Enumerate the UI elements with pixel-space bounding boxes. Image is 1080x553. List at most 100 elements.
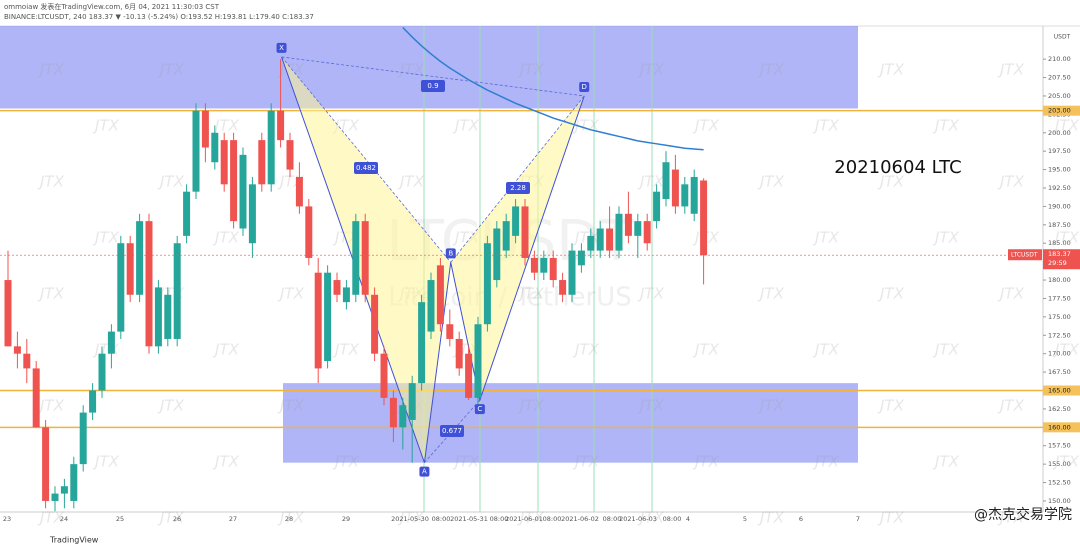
candle-body xyxy=(606,228,614,251)
watermark-brand: JTX xyxy=(812,341,840,359)
watermark-brand: JTX xyxy=(572,229,600,247)
watermark-brand: JTX xyxy=(932,453,960,471)
ratio-label: 2.28 xyxy=(510,184,526,192)
y-tick-label: 175.00 xyxy=(1048,313,1071,321)
pattern-point xyxy=(419,466,430,477)
watermark-brand: JTX xyxy=(37,173,65,191)
watermark-brand: JTX xyxy=(932,117,960,135)
candle-body xyxy=(615,213,623,251)
candle-body xyxy=(427,280,435,332)
watermark-brand: JTX xyxy=(37,397,65,415)
watermark-brand: JTX xyxy=(932,341,960,359)
candle-body xyxy=(408,383,416,420)
watermark-brand: JTX xyxy=(277,509,305,527)
x-tick-label: 08:00 xyxy=(490,515,509,523)
x-tick-label: 08:00 xyxy=(603,515,622,523)
watermark-brand: JTX xyxy=(92,229,120,247)
candle-body xyxy=(164,294,172,339)
candle-body xyxy=(51,493,59,501)
candle-body xyxy=(13,346,21,354)
symbol-tag-label: LTCUSDT xyxy=(1011,252,1038,259)
pattern-label: X xyxy=(279,44,284,52)
x-tick-label: 6 xyxy=(799,515,803,523)
watermark-brand: JTX xyxy=(637,397,665,415)
candle-body xyxy=(389,397,397,428)
watermark-brand: JTX xyxy=(452,117,480,135)
y-tick-label: 185.00 xyxy=(1048,239,1071,247)
pattern-label: A xyxy=(422,468,427,476)
y-tick-label: 200.00 xyxy=(1048,129,1071,137)
y-tick-label: 207.50 xyxy=(1048,74,1071,82)
x-tick-label: 08:00 xyxy=(543,515,562,523)
y-tick-label: 190.00 xyxy=(1048,202,1071,210)
x-tick-label: 2021-05-31 xyxy=(450,515,488,523)
watermark-brand: JTX xyxy=(37,61,65,79)
candle-body xyxy=(258,140,266,185)
candle-body xyxy=(107,331,115,354)
level-label: 160.00 xyxy=(1048,423,1071,431)
x-tick-label: 4 xyxy=(686,515,690,523)
x-tick-label: 2021-06-02 xyxy=(561,515,599,523)
watermark-brand: JTX xyxy=(997,397,1025,415)
candle-body xyxy=(653,191,661,222)
x-tick-label: 26 xyxy=(173,515,181,523)
pattern-point xyxy=(579,81,590,92)
pattern-point xyxy=(474,404,485,415)
candle-body xyxy=(32,368,40,428)
candle-body xyxy=(173,243,181,339)
x-tick-label: 08:00 xyxy=(432,515,451,523)
candle-body xyxy=(436,265,444,325)
pattern-ratio-line xyxy=(281,56,585,97)
header-line2: BINANCE:LTCUSDT, 240 183.37 ▼ -10.13 (-5… xyxy=(4,13,314,21)
watermark-brand: JTX xyxy=(877,285,905,303)
watermark-brand: JTX xyxy=(757,509,785,527)
candle-body xyxy=(455,338,463,369)
candle-body xyxy=(671,169,679,207)
candle-body xyxy=(324,272,332,362)
ratio-box xyxy=(440,425,464,437)
candle-body xyxy=(183,191,191,236)
watermark-brand: JTX xyxy=(812,229,840,247)
symbol-tag xyxy=(1008,249,1042,261)
candle-body xyxy=(145,221,153,347)
candle-body xyxy=(201,110,209,148)
candle-body xyxy=(512,206,520,236)
candle-body xyxy=(342,287,350,303)
candle-body xyxy=(700,180,708,256)
watermark-brand: JTX xyxy=(157,61,185,79)
watermark-brand: JTX xyxy=(997,509,1025,527)
y-tick-label: 205.00 xyxy=(1048,92,1071,100)
candle-body xyxy=(483,243,491,325)
watermark-brand: JTX xyxy=(212,453,240,471)
watermark-brand: JTX xyxy=(92,341,120,359)
candle-body xyxy=(277,110,285,141)
footer-logo: TradingView xyxy=(49,536,99,545)
watermark-brand: JTX xyxy=(452,453,480,471)
header-line1: ommoiaw 发表在TradingView.com, 6月 04, 2021 … xyxy=(4,2,220,11)
x-tick-label: 23 xyxy=(3,515,11,523)
y-tick-label: 170.00 xyxy=(1048,350,1071,358)
candle-body xyxy=(493,228,501,281)
y-tick-label: 180.00 xyxy=(1048,276,1071,284)
y-tick-label: 195.00 xyxy=(1048,166,1071,174)
plot: 150.00 152.50 155.00 157.50 160.00 162.50 165.… xyxy=(0,26,1080,527)
x-tick-label: 2021-06-03 xyxy=(619,515,657,523)
candle-body xyxy=(98,353,106,391)
pattern-label: D xyxy=(582,83,587,91)
candle-body xyxy=(502,221,510,251)
watermark-brand: JTX xyxy=(692,453,720,471)
watermark-brand: JTX xyxy=(212,117,240,135)
candle-body xyxy=(4,280,12,347)
watermark-brand: JTX xyxy=(757,173,785,191)
ratio-box xyxy=(421,80,445,92)
candle-body xyxy=(521,206,529,258)
watermark-brand: JTX xyxy=(157,509,185,527)
candle-body xyxy=(418,302,426,384)
candle-body xyxy=(530,257,538,273)
watermark-brand: JTX xyxy=(277,397,305,415)
watermark-brand: JTX xyxy=(877,61,905,79)
candle-body xyxy=(42,427,50,501)
countdown-label: 29:59 xyxy=(1048,259,1067,267)
x-tick-label: 27 xyxy=(229,515,237,523)
watermark-brand: JTX xyxy=(1052,341,1080,359)
